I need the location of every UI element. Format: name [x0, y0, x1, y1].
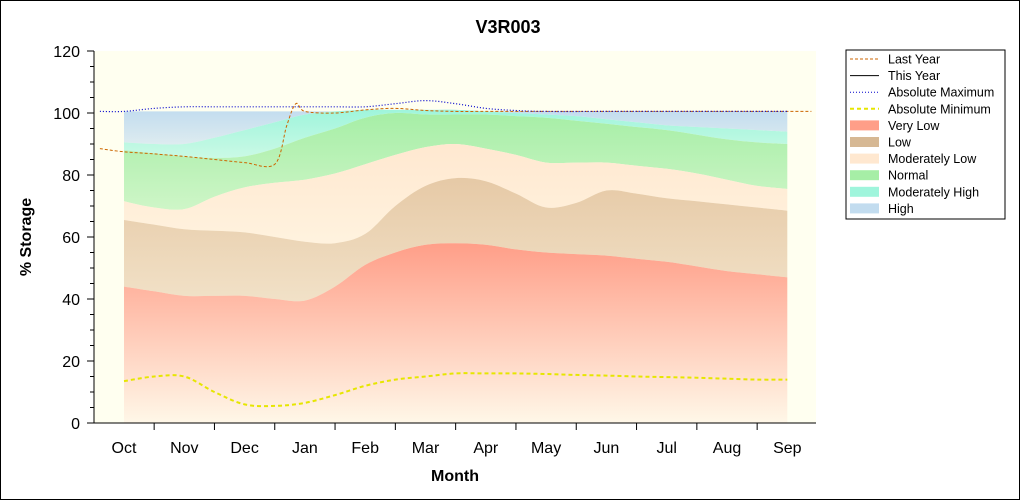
- band-moderately-high: [124, 109, 788, 158]
- x-tick-label-dec: Dec: [230, 440, 258, 457]
- band-high: [124, 109, 788, 145]
- chart-title: V3R003: [475, 17, 540, 37]
- band-normal: [124, 112, 788, 210]
- y-tick-label: 80: [62, 168, 80, 185]
- band-areas: [124, 109, 788, 423]
- y-tick-label: 20: [62, 354, 80, 371]
- x-tick-label-jul: Jul: [656, 440, 676, 457]
- legend-swatch-low: [850, 137, 879, 147]
- legend-swatch-moderately-low: [850, 153, 879, 164]
- legend-label-high: High: [888, 202, 914, 216]
- legend-label-this-year: This Year: [888, 69, 940, 83]
- axes: 0 20 40 60 80 100 120 Oct Nov Dec Jan Feb Mar Apr May J…: [53, 44, 816, 457]
- x-tick-label-apr: Apr: [473, 440, 499, 457]
- x-tick-label-may: May: [531, 440, 561, 457]
- y-tick-label: 100: [53, 106, 80, 123]
- x-tick-label-aug: Aug: [713, 440, 741, 457]
- line-absolute-maximum: [99, 99, 788, 113]
- x-axis-label: Month: [431, 468, 479, 485]
- band-very-low: [124, 243, 788, 423]
- legend-swatch-moderately-high: [850, 186, 879, 197]
- y-tick-label: 120: [53, 44, 80, 61]
- x-tick-label-jun: Jun: [594, 440, 620, 457]
- x-tick-label-sep: Sep: [773, 440, 802, 457]
- x-tick-label-feb: Feb: [351, 440, 379, 457]
- y-tick-label: 60: [62, 230, 80, 247]
- x-tick-label-mar: Mar: [412, 440, 440, 457]
- legend-label-last-year: Last Year: [888, 53, 940, 67]
- line-absolute-minimum: [123, 372, 788, 408]
- band-low: [124, 177, 788, 302]
- legend-label-absolute-maximum: Absolute Maximum: [888, 86, 994, 100]
- legend: Last Year This Year Absolute Maximum Absolu…: [845, 49, 1006, 220]
- legend-label-moderately-high: Moderately High: [888, 185, 979, 199]
- legend-label-low: Low: [888, 136, 912, 150]
- y-axis-label: % Storage: [18, 198, 35, 276]
- x-tick-label-jan: Jan: [292, 440, 318, 457]
- line-last-year: [99, 102, 812, 168]
- x-tick-label-nov: Nov: [170, 440, 198, 457]
- band-moderately-low: [124, 143, 788, 244]
- y-tick-label: 0: [71, 416, 80, 433]
- legend-label-very-low: Very Low: [888, 119, 940, 133]
- y-tick-label: 40: [62, 292, 80, 309]
- legend-swatch-high: [850, 203, 879, 214]
- legend-swatch-normal: [850, 170, 879, 181]
- legend-label-absolute-minimum: Absolute Minimum: [888, 102, 991, 116]
- x-tick-label-oct: Oct: [112, 440, 137, 457]
- series-lines: [99, 99, 812, 408]
- legend-swatch-very-low: [850, 120, 879, 131]
- legend-label-moderately-low: Moderately Low: [888, 152, 977, 166]
- legend-label-normal: Normal: [888, 169, 928, 183]
